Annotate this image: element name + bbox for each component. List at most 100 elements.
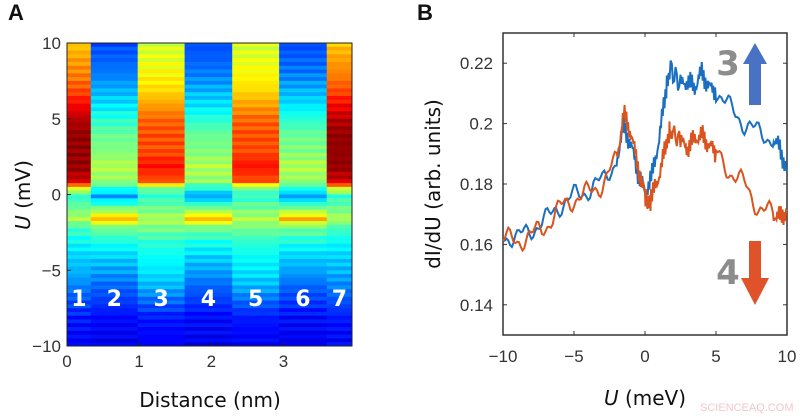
heatmap-cell <box>184 274 233 279</box>
heatmap-cell <box>184 96 233 101</box>
heatmap-cell <box>184 236 233 241</box>
heatmap-cell <box>232 183 280 188</box>
heatmap-cell <box>326 236 353 241</box>
heatmap-cell <box>184 327 233 332</box>
heatmap-cell <box>67 334 92 339</box>
heatmap-cell <box>232 319 280 324</box>
heatmap-cell <box>232 239 280 245</box>
heatmap-cell <box>184 213 233 218</box>
heatmap-cell <box>67 304 92 309</box>
heatmap-cell <box>232 167 280 173</box>
heatmap-cell <box>326 73 353 78</box>
heatmap-cell <box>326 338 353 343</box>
heatmap-cell <box>326 202 353 207</box>
heatmap-cell <box>326 122 353 127</box>
heatmap-cell <box>67 323 92 328</box>
heatmap-cell <box>137 118 186 124</box>
heatmap-cell <box>137 334 186 339</box>
heatmap-cell <box>326 228 353 233</box>
heatmap-cell <box>232 311 280 317</box>
heatmap-cell <box>67 92 92 97</box>
heatmap-cell <box>90 300 139 305</box>
heatmap-ylabel-var: U <box>11 215 35 230</box>
heatmap-cell <box>326 80 353 86</box>
heatmap-cell <box>90 311 139 317</box>
heatmap-cell <box>184 130 233 135</box>
site-label: 6 <box>295 287 310 312</box>
heatmap-cell <box>67 179 92 184</box>
heatmap-cell <box>279 149 328 154</box>
heatmap-cell <box>279 209 328 214</box>
heatmap-cell <box>184 300 233 305</box>
heatmap-cell <box>67 213 92 218</box>
heatmap-cell <box>232 205 280 211</box>
heatmap-cell <box>137 137 186 142</box>
heatmap-cell <box>279 111 328 116</box>
heatmap-cell <box>279 54 328 59</box>
heatmap-cell <box>184 281 233 286</box>
heatmap-cell <box>232 133 280 139</box>
heatmap-cell <box>90 130 139 135</box>
heatmap-cell <box>137 183 186 188</box>
heatmap-cell <box>137 152 186 158</box>
heatmap-cell <box>232 145 280 150</box>
heatmap-cell <box>137 46 186 52</box>
heatmap-cell <box>184 285 233 290</box>
heatmap-cell <box>232 190 280 195</box>
heatmap-cell <box>90 58 139 63</box>
heatmap-cell <box>67 103 92 108</box>
heatmap-cell <box>326 61 353 67</box>
panel-label-a: A <box>8 0 24 25</box>
heatmap-cell <box>326 96 353 101</box>
heatmap-cell <box>326 160 353 165</box>
heatmap-cell <box>279 164 328 169</box>
heatmap-cell <box>67 281 92 286</box>
heatmap-cell <box>67 167 92 173</box>
heatmap-cell <box>137 80 186 86</box>
heatmap-cell <box>90 198 139 203</box>
heatmap-cell <box>90 171 139 177</box>
heatmap-cell <box>137 262 186 267</box>
heatmap-cell <box>90 61 139 67</box>
heatmap-cell <box>326 255 353 260</box>
heatmap-cell <box>90 319 139 324</box>
heatmap-cell <box>184 175 233 180</box>
heatmap-cell <box>184 342 233 347</box>
heatmap-cell <box>184 289 233 294</box>
heatmap-cell <box>137 126 186 131</box>
heatmap-cell <box>279 330 328 336</box>
heatmap-cell <box>67 311 92 317</box>
heatmap-cell <box>232 114 280 120</box>
heatmap-cell <box>137 323 186 328</box>
heatmap-cell <box>232 334 280 339</box>
heatmap-cell <box>67 77 92 82</box>
heatmap-cell <box>184 152 233 158</box>
heatmap-cell <box>184 80 233 86</box>
heatmap-cell <box>90 141 139 146</box>
heatmap-cell <box>279 262 328 267</box>
heatmap-cell <box>90 156 139 161</box>
heatmap-cell <box>184 77 233 82</box>
heatmap-cell <box>279 247 328 252</box>
heatmap-cell <box>67 152 92 158</box>
heatmap-cell <box>279 304 328 309</box>
heatmap-cell <box>184 50 233 55</box>
heatmap-cell <box>67 262 92 267</box>
heatmap-cell <box>279 58 328 63</box>
heatmap-cell <box>67 149 92 154</box>
heatmap-cell <box>232 289 280 294</box>
heatmap-cell <box>232 171 280 177</box>
heatmap-cell <box>67 84 92 89</box>
heatmap-xlabel: Distance (nm) <box>139 388 281 412</box>
heatmap-cell <box>279 194 328 199</box>
site-label: 5 <box>248 287 263 312</box>
heatmap-cell <box>279 285 328 290</box>
heatmap-cell <box>67 270 92 275</box>
heatmap-cell <box>232 277 280 283</box>
heatmap-cell <box>90 330 139 336</box>
heatmap-cell <box>90 111 139 116</box>
heatmap-cell <box>90 73 139 78</box>
heatmap-cell <box>184 183 233 188</box>
heatmap-cell <box>90 84 139 89</box>
